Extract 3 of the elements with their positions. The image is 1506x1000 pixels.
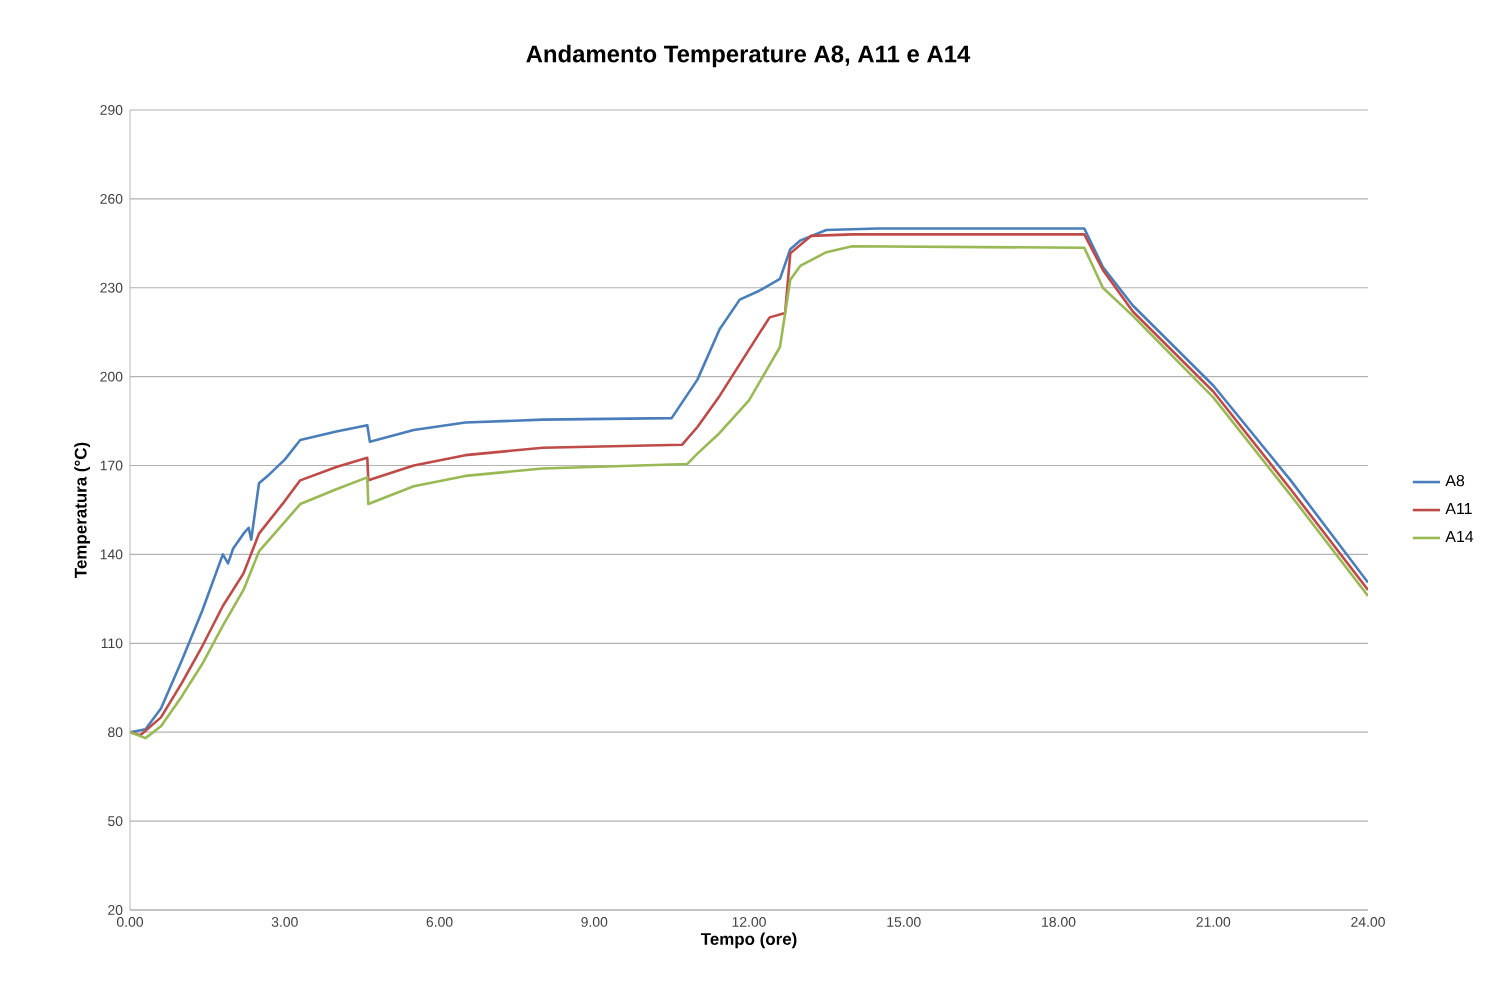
chart-title: Andamento Temperature A8, A11 e A14 (526, 44, 971, 68)
y-axis-title: Temperatura (°C) (74, 442, 91, 578)
x-axis-title: Tempo (ore) (700, 932, 797, 949)
